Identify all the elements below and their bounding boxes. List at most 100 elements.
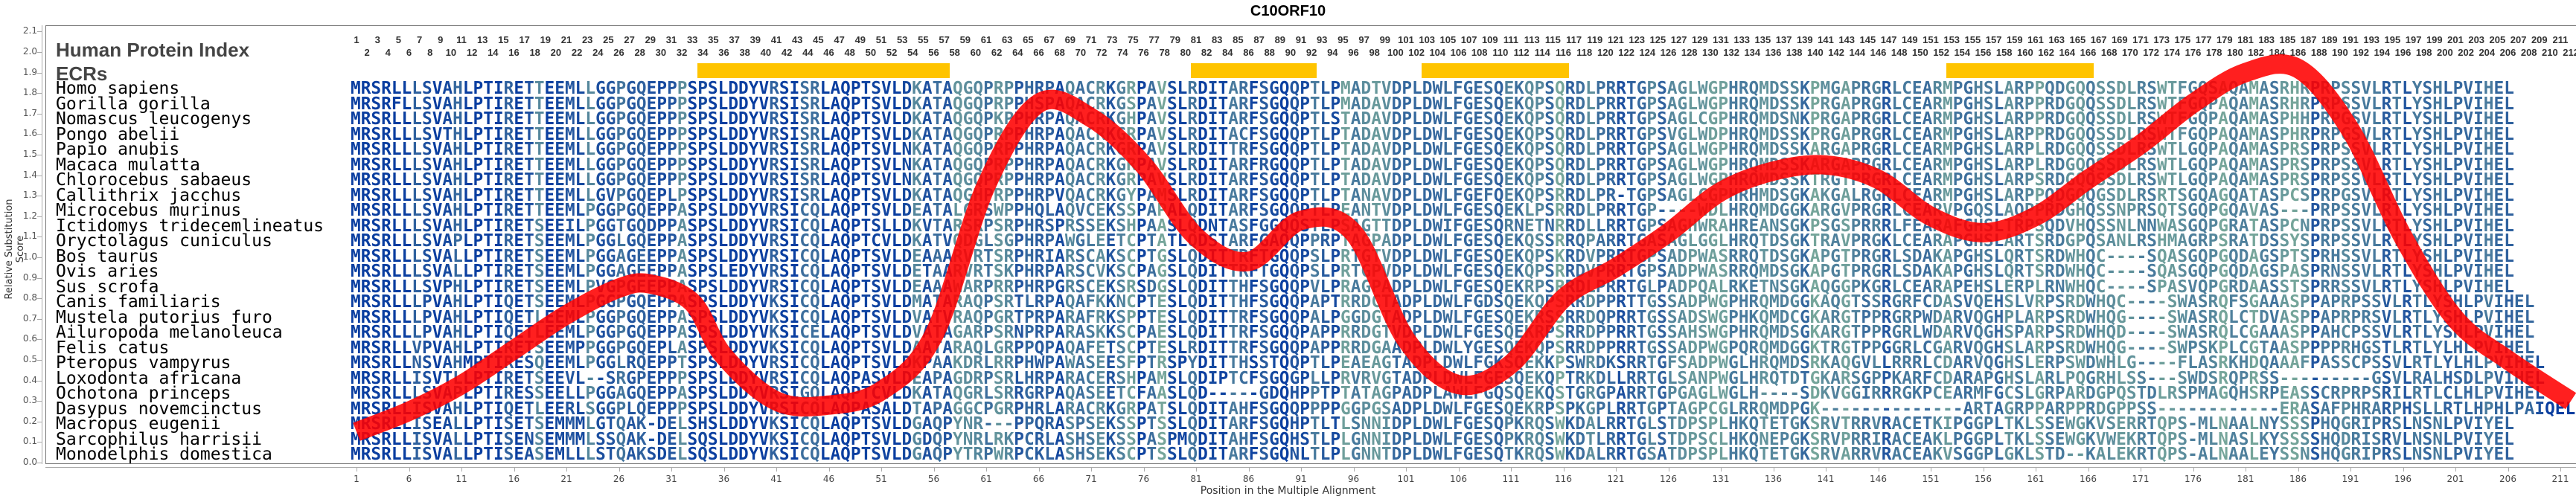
x-tick-label: 81 [1190,474,1202,484]
position-index: 196 [2394,47,2412,58]
x-tick-mark [2508,467,2509,472]
human-protein-index-label: Human Protein Index [56,39,250,61]
position-index: 140 [1807,47,1824,58]
y-tick-mark [37,236,42,238]
position-index: 90 [1285,47,1297,58]
position-index: 118 [1576,47,1593,58]
position-index: 172 [2143,47,2159,58]
position-index: 74 [1117,47,1128,58]
y-tick-mark [37,442,42,443]
position-index: 181 [2237,34,2254,45]
position-index: 145 [1859,34,1876,45]
position-index: 97 [1358,34,1370,45]
position-index: 198 [2415,47,2432,58]
position-index: 116 [1556,47,1571,58]
position-index: 133 [1733,34,1751,45]
position-index: 5 [395,34,402,45]
sequence-row: MRSRLLISVAHLPTIQETLEERLSGGPLQEPPPSPSLDDY… [351,399,2576,419]
species-name: Ovis aries [56,262,159,281]
position-index: 8 [427,47,433,58]
position-index: 19 [540,34,552,45]
position-index: 41 [770,34,782,45]
position-index: 49 [854,34,866,45]
y-tick-mark [37,52,42,53]
species-name: Pteropus vampyrus [56,353,231,373]
species-name: Macaca mulatta [56,155,200,175]
species-name: Mustela putorius furo [56,307,272,327]
position-index: 44 [802,47,814,58]
y-tick-label: 1.2 [22,210,37,221]
x-tick-label: 11 [456,474,467,484]
x-tick-label: 56 [927,474,940,484]
x-tick-label: 166 [2080,474,2097,484]
position-index: 46 [823,47,834,58]
position-index: 128 [1681,47,1698,58]
position-index: 174 [2164,47,2181,58]
species-name: Nomascus leucogenys [56,109,252,129]
position-index: 39 [750,34,761,45]
position-index: 104 [1429,47,1446,58]
x-tick-mark [2350,467,2351,472]
position-index: 151 [1923,34,1939,45]
x-tick-label: 36 [717,474,730,484]
position-index: 38 [739,47,750,58]
position-index: 28 [634,47,645,58]
position-index: 185 [2279,34,2296,45]
x-tick-label: 191 [2342,474,2359,484]
position-index: 132 [1723,47,1739,58]
position-index: 53 [896,34,908,45]
position-index: 203 [2468,34,2485,45]
position-index: 15 [498,34,509,45]
position-index: 191 [2342,34,2359,45]
position-index: 112 [1513,47,1530,58]
x-tick-label: 86 [1242,474,1255,484]
x-tick-mark [671,467,672,472]
position-index: 34 [697,47,709,58]
position-index: 48 [844,47,855,58]
position-index: 59 [959,34,971,45]
x-tick-mark [881,467,882,472]
x-tick-label: 126 [1660,474,1677,484]
y-tick-mark [37,31,42,33]
position-index: 148 [1891,47,1908,58]
position-index: 88 [1264,47,1275,58]
position-index: 71 [1085,34,1097,45]
y-tick-label: 0.9 [22,271,37,283]
x-tick-label: 201 [2446,474,2464,484]
position-index: 64 [1012,47,1023,58]
position-index: 102 [1408,47,1425,58]
species-name: Dasypus novemcinctus [56,399,262,419]
y-tick-mark [37,360,42,361]
position-index: 10 [445,47,457,58]
position-index: 131 [1713,34,1729,45]
position-index: 35 [708,34,719,45]
position-index: 111 [1503,34,1519,45]
position-index: 165 [2069,34,2086,45]
x-tick-label: 91 [1295,474,1307,484]
x-tick-mark [986,467,987,472]
position-index: 4 [385,47,391,58]
position-index: 80 [1180,47,1192,58]
position-index: 23 [581,34,593,45]
y-tick-label: 1.5 [22,149,37,159]
x-tick-label: 136 [1765,474,1782,484]
x-tick-label: 41 [770,474,782,484]
position-index: 127 [1670,34,1687,45]
y-tick-mark [37,216,42,217]
x-tick-label: 186 [2289,474,2307,484]
position-index: 126 [1660,47,1677,58]
position-index: 83 [1211,34,1223,45]
x-tick-label: 111 [1502,474,1520,484]
position-index: 25 [603,34,614,45]
species-name: Monodelphis domestica [56,445,272,464]
y-tick-label: 0.1 [22,436,37,447]
x-tick-mark [2298,467,2299,472]
species-name: Felis catus [56,338,170,358]
y-tick-mark [37,298,42,300]
species-name: Ochotona princeps [56,384,231,403]
position-index: 175 [2174,34,2191,45]
position-index: 139 [1796,34,1813,45]
position-index: 200 [2437,47,2453,58]
position-index: 33 [686,34,698,45]
